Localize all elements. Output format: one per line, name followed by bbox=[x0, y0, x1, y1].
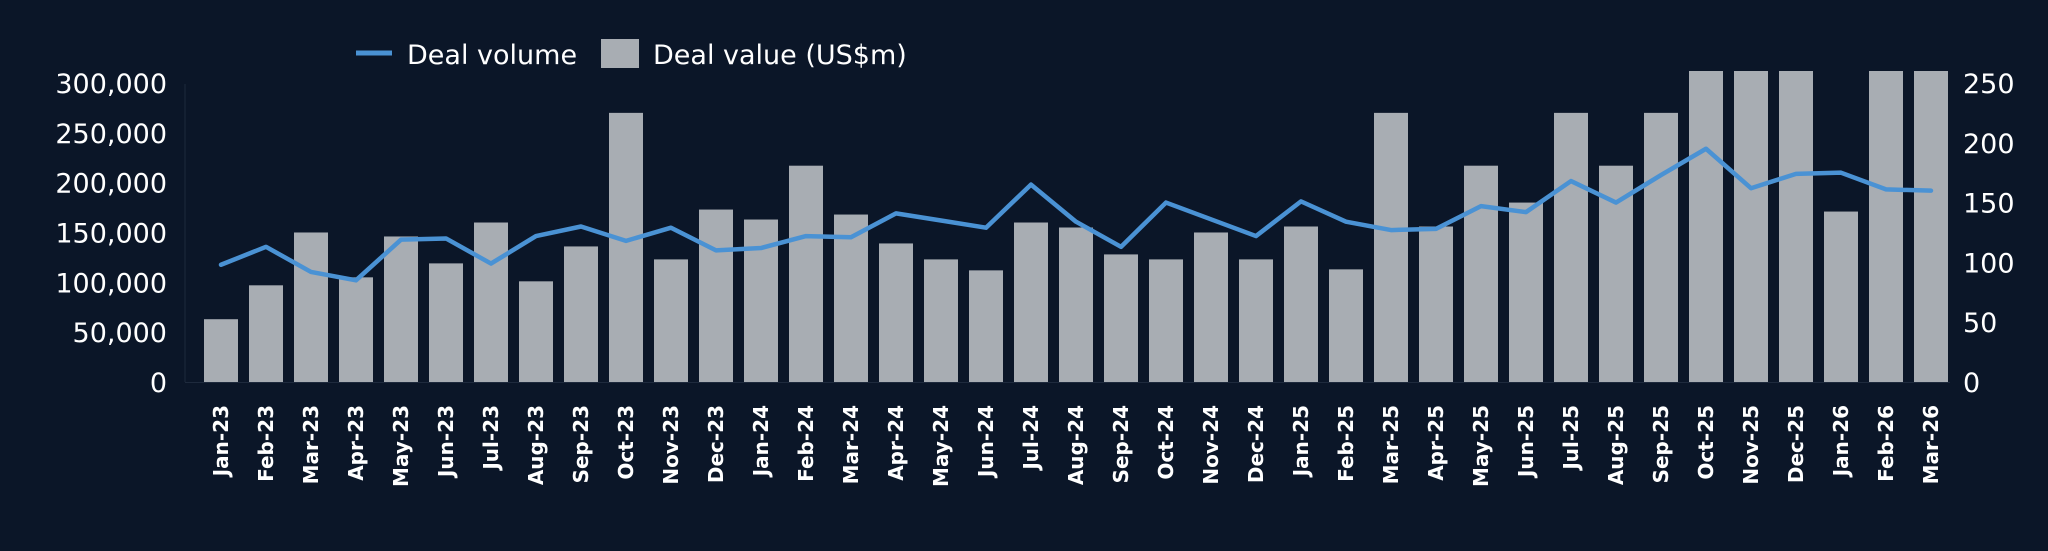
left-axis-tick-label: 200,000 bbox=[55, 169, 167, 200]
bar-Dec-23 bbox=[699, 209, 733, 382]
x-axis-tick-label: Aug-25 bbox=[1604, 405, 1628, 485]
bar-Nov-23 bbox=[654, 259, 688, 382]
legend-label-deal-value: Deal value (US$m) bbox=[653, 40, 907, 71]
bar-Nov-25 bbox=[1734, 71, 1768, 382]
bar-Jul-25 bbox=[1554, 112, 1588, 382]
bar-Jan-25 bbox=[1284, 226, 1318, 382]
bar-Sep-25 bbox=[1644, 112, 1678, 382]
bar-Jan-26 bbox=[1824, 211, 1858, 382]
left-axis-tick-label: 300,000 bbox=[55, 69, 167, 100]
left-axis-tick-label: 250,000 bbox=[55, 119, 167, 150]
bar-Mar-26 bbox=[1914, 71, 1948, 382]
right-axis-tick-label: 50 bbox=[1963, 308, 1997, 339]
x-axis-tick-label: Nov-24 bbox=[1199, 405, 1223, 485]
bar-Jul-23 bbox=[474, 222, 508, 382]
bar-Jul-24 bbox=[1014, 222, 1048, 382]
bar-Apr-24 bbox=[879, 243, 913, 382]
x-axis-tick-label: May-23 bbox=[389, 405, 413, 487]
bar-May-24 bbox=[924, 259, 958, 382]
x-axis-tick-label: Jan-25 bbox=[1289, 405, 1313, 478]
bar-Oct-25 bbox=[1689, 71, 1723, 382]
x-axis-tick-label: Nov-23 bbox=[659, 405, 683, 485]
x-axis-tick-label: Oct-24 bbox=[1154, 405, 1178, 480]
x-axis-tick-label: Jul-25 bbox=[1559, 405, 1583, 472]
x-axis-tick-label: Jun-23 bbox=[434, 405, 458, 479]
x-axis-tick-label: Mar-25 bbox=[1379, 405, 1403, 484]
x-axis-tick-label: Jun-25 bbox=[1514, 405, 1538, 479]
bar-May-23 bbox=[384, 236, 418, 382]
bar-Dec-25 bbox=[1779, 71, 1813, 382]
bar-May-25 bbox=[1464, 165, 1498, 382]
bar-Sep-24 bbox=[1104, 254, 1138, 382]
bar-Jun-23 bbox=[429, 263, 463, 382]
x-axis-tick-label: May-24 bbox=[929, 405, 953, 487]
x-axis-tick-label: Jun-24 bbox=[974, 405, 998, 479]
x-axis-tick-label: Feb-23 bbox=[254, 405, 278, 482]
x-axis-tick-label: Jul-23 bbox=[479, 405, 503, 472]
bar-Apr-25 bbox=[1419, 226, 1453, 382]
x-axis-tick-label: Oct-23 bbox=[614, 405, 638, 480]
x-axis-tick-label: Jan-24 bbox=[749, 405, 773, 478]
bar-Feb-26 bbox=[1869, 71, 1903, 382]
bar-Apr-23 bbox=[339, 277, 373, 382]
x-axis-tick-label: Jul-24 bbox=[1019, 405, 1043, 472]
x-axis-tick-label: Mar-23 bbox=[299, 405, 323, 484]
bar-Oct-23 bbox=[609, 112, 643, 382]
legend-bar-swatch bbox=[601, 39, 639, 68]
right-axis-tick-label: 100 bbox=[1963, 248, 2015, 279]
x-axis-tick-label: Nov-25 bbox=[1739, 405, 1763, 485]
x-axis-tick-label: Oct-25 bbox=[1694, 405, 1718, 480]
x-axis-tick-label: Apr-25 bbox=[1424, 405, 1448, 481]
bar-Dec-24 bbox=[1239, 259, 1273, 382]
bar-Oct-24 bbox=[1149, 259, 1183, 382]
x-axis-tick-label: Dec-25 bbox=[1784, 405, 1808, 483]
bar-Aug-23 bbox=[519, 281, 553, 382]
x-axis-tick-label: Dec-23 bbox=[704, 405, 728, 483]
x-axis-tick-label: May-25 bbox=[1469, 405, 1493, 487]
x-axis-tick-label: Apr-23 bbox=[344, 405, 368, 481]
x-axis-tick-label: Jan-26 bbox=[1829, 405, 1853, 478]
x-axis-tick-label: Dec-24 bbox=[1244, 405, 1268, 483]
right-axis-tick-label: 150 bbox=[1963, 189, 2015, 220]
bar-Nov-24 bbox=[1194, 232, 1228, 382]
legend: Deal volume Deal value (US$m) bbox=[356, 39, 907, 71]
x-axis-tick-label: Apr-24 bbox=[884, 405, 908, 481]
right-axis-tick-label: 200 bbox=[1963, 129, 2015, 160]
x-axis-tick-label: Sep-25 bbox=[1649, 405, 1673, 483]
x-axis-tick-label: Mar-26 bbox=[1919, 405, 1943, 484]
x-axis-tick-label: Aug-24 bbox=[1064, 405, 1088, 485]
x-axis-tick-label: Sep-24 bbox=[1109, 405, 1133, 483]
bar-Mar-24 bbox=[834, 214, 868, 382]
right-axis-tick-label: 0 bbox=[1963, 368, 1980, 399]
left-axis-tick-label: 150,000 bbox=[55, 218, 167, 249]
x-axis-tick-label: Jan-23 bbox=[209, 405, 233, 478]
x-axis-tick-label: Sep-23 bbox=[569, 405, 593, 483]
bar-Jun-24 bbox=[969, 270, 1003, 382]
x-axis-tick-label: Feb-24 bbox=[794, 405, 818, 482]
bar-Aug-24 bbox=[1059, 227, 1093, 382]
bar-Jun-25 bbox=[1509, 202, 1543, 382]
bar-Sep-23 bbox=[564, 246, 598, 382]
bar-Mar-25 bbox=[1374, 112, 1408, 382]
x-axis-tick-label: Aug-23 bbox=[524, 405, 548, 485]
right-axis-tick-label: 250 bbox=[1963, 69, 2015, 100]
x-axis-tick-label: Feb-25 bbox=[1334, 405, 1358, 482]
left-axis-tick-label: 100,000 bbox=[55, 268, 167, 299]
x-axis-tick-label: Mar-24 bbox=[839, 405, 863, 484]
bar-Feb-25 bbox=[1329, 269, 1363, 382]
legend-label-deal-volume: Deal volume bbox=[407, 40, 577, 71]
x-axis-tick-label: Feb-26 bbox=[1874, 405, 1898, 482]
bar-Feb-23 bbox=[249, 285, 283, 382]
left-axis-tick-label: 50,000 bbox=[73, 318, 167, 349]
bar-Jan-23 bbox=[204, 319, 238, 382]
bar-Mar-23 bbox=[294, 232, 328, 382]
bar-Feb-24 bbox=[789, 165, 823, 382]
left-axis-tick-label: 0 bbox=[150, 368, 167, 399]
